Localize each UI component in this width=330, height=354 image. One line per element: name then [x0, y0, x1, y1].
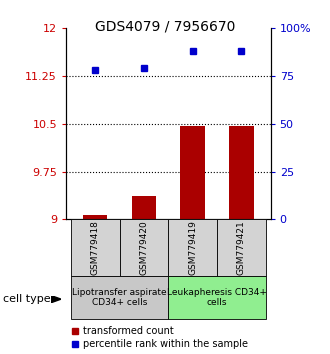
Bar — [71, 219, 119, 276]
Text: Lipotransfer aspirate
CD34+ cells: Lipotransfer aspirate CD34+ cells — [72, 288, 167, 307]
Bar — [181, 126, 205, 219]
Bar — [217, 219, 266, 276]
Bar — [168, 219, 217, 276]
Text: GSM779419: GSM779419 — [188, 220, 197, 275]
Polygon shape — [51, 296, 61, 303]
Bar — [168, 276, 266, 319]
Text: cell type: cell type — [3, 294, 51, 304]
Text: GSM779421: GSM779421 — [237, 221, 246, 275]
Text: Leukapheresis CD34+
cells: Leukapheresis CD34+ cells — [167, 288, 267, 307]
Bar — [83, 215, 107, 219]
Text: GSM779420: GSM779420 — [140, 221, 148, 275]
Bar — [132, 196, 156, 219]
Text: GSM779418: GSM779418 — [91, 220, 100, 275]
Bar — [229, 126, 253, 219]
Legend: transformed count, percentile rank within the sample: transformed count, percentile rank withi… — [71, 326, 248, 349]
Bar — [71, 276, 168, 319]
Text: GDS4079 / 7956670: GDS4079 / 7956670 — [95, 19, 235, 34]
Bar — [119, 219, 168, 276]
